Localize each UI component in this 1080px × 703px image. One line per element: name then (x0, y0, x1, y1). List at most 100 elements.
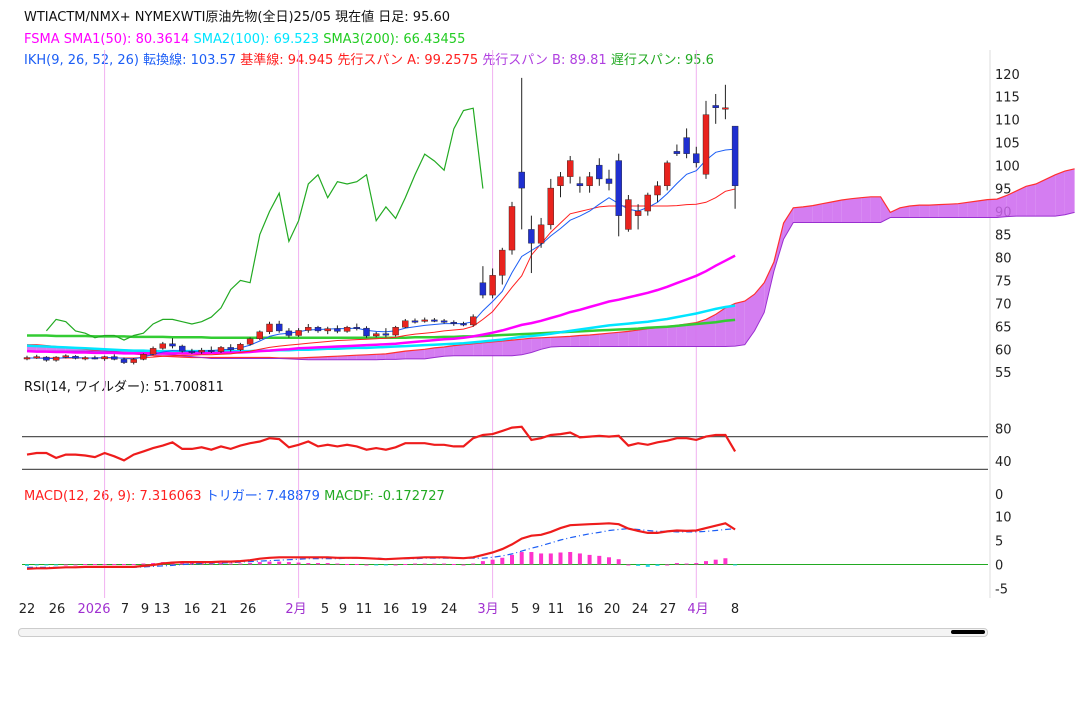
ichimoku-cloud-segment (434, 347, 445, 358)
candle-body (266, 323, 273, 333)
rsi-line (26, 425, 737, 462)
ichimoku-cloud-segment (424, 347, 435, 359)
ichimoku-cloud-segment (676, 324, 687, 347)
macdf-bar (335, 563, 340, 565)
ichimoku-cloud-segment (754, 282, 765, 331)
macdf-bar (684, 563, 689, 565)
ichimoku-cloud-segment (1045, 174, 1056, 217)
macdf-bar (131, 563, 136, 565)
price-y-tick: 80 (995, 251, 1012, 266)
candle-body (363, 327, 370, 337)
candle-body (693, 153, 700, 164)
ichimoku-cloud-segment (870, 196, 881, 223)
chikou-legend: 遅行スパン: 95.6 (610, 53, 714, 68)
macdf-bar (374, 564, 379, 566)
macdf-bar (383, 564, 388, 566)
candle-body (62, 355, 69, 358)
macdf-bar (500, 557, 505, 565)
macdf-bar (645, 564, 650, 567)
ichimoku-cloud-segment (1035, 179, 1046, 217)
ichimoku-cloud-segment (589, 334, 600, 347)
x-tick-label: 4月 (687, 602, 708, 617)
macdf-bar (442, 563, 447, 565)
ichimoku-cloud-segment (948, 203, 959, 218)
ichimoku-cloud-segment (851, 197, 862, 223)
ichimoku-cloud-segment (618, 331, 629, 347)
macdf-bar (209, 563, 214, 565)
macdf-bar (286, 562, 291, 565)
ichimoku-cloud-segment (958, 202, 968, 218)
macdf-bar (519, 552, 524, 565)
macdf-bar (112, 563, 117, 565)
price-y-tick: 120 (995, 68, 1020, 83)
candle-body (392, 327, 399, 336)
ichimoku-cloud-segment (657, 326, 668, 347)
ichimoku-cloud-segment (997, 195, 1007, 218)
candle-body (644, 194, 651, 212)
candle-body (489, 275, 496, 296)
macd-y-tick: 0 (995, 558, 1003, 573)
ichimoku-cloud-segment (1016, 186, 1027, 217)
ichimoku-cloud-segment (531, 337, 542, 353)
candle-body (149, 348, 157, 355)
price-y-tick: 75 (995, 274, 1012, 289)
candle-body (353, 327, 360, 329)
macdf-bar (73, 564, 78, 566)
ichimoku-cloud-segment (793, 206, 803, 223)
macdf-bar (44, 564, 49, 566)
ichimoku-cloud-segment (987, 199, 997, 218)
candle-body (605, 178, 613, 184)
candle-body (43, 356, 50, 361)
macdf-bar (403, 563, 408, 565)
macdf-bar (316, 563, 320, 565)
candle-body (683, 137, 690, 154)
rsi-y-tick: 40 (995, 455, 1012, 470)
macdf-bar (626, 564, 631, 566)
span-b-line (27, 211, 1075, 361)
x-tick-label: 16 (383, 602, 400, 617)
price-y-tick: 60 (995, 343, 1012, 358)
candle-body (440, 320, 448, 323)
chart-svg[interactable]: 55606570758085909510010511011512004080-5… (0, 0, 1080, 620)
x-tick-label: 26 (240, 602, 257, 617)
ichimoku-cloud-segment (822, 201, 833, 223)
ichimoku-cloud-segment (560, 336, 571, 347)
x-tick-label: 24 (632, 602, 649, 617)
sma-legend: FSMA SMA1(50): 80.3614 SMA2(100): 69.523… (24, 32, 465, 48)
macdf-bar (83, 563, 88, 565)
candle-body (731, 125, 739, 187)
macdf-bar (354, 563, 359, 565)
macdf-bar (238, 563, 243, 565)
scrollbar-thumb[interactable] (951, 630, 985, 634)
macd-y-tick: 10 (995, 511, 1012, 526)
macdf-bar (25, 564, 29, 566)
ichimoku-cloud-segment (395, 351, 406, 360)
sma1-line (26, 254, 736, 355)
macdf-bar (461, 564, 466, 566)
candle-body (343, 327, 351, 332)
kijun-legend: 基準線: 94.945 (240, 53, 334, 68)
horizontal-scrollbar[interactable] (18, 628, 988, 637)
candle-body (178, 345, 186, 352)
x-tick-label: 5 (321, 602, 329, 617)
candle-body (625, 199, 632, 230)
candle-body (634, 210, 642, 216)
macdf-bar (151, 563, 156, 565)
candle-body (237, 344, 244, 350)
x-tick-label: 21 (211, 602, 228, 617)
ichimoku-cloud-segment (977, 199, 988, 218)
candle-body (198, 349, 205, 353)
x-tick-label: 13 (154, 602, 171, 617)
x-tick-label: 16 (184, 602, 201, 617)
macdf-bar (277, 561, 282, 565)
ichimoku-cloud-segment (492, 341, 503, 356)
candle-body (576, 183, 584, 187)
chikou-line (45, 107, 484, 341)
x-tick-label: 7 (121, 602, 129, 617)
candle-body (508, 206, 516, 251)
ichimoku-cloud-segment (385, 352, 396, 360)
ichimoku-cloud-segment (356, 354, 367, 360)
ichimoku-cloud-segment (919, 205, 930, 218)
ichimoku-cloud-segment (725, 303, 736, 347)
macdf-bar (616, 559, 621, 565)
